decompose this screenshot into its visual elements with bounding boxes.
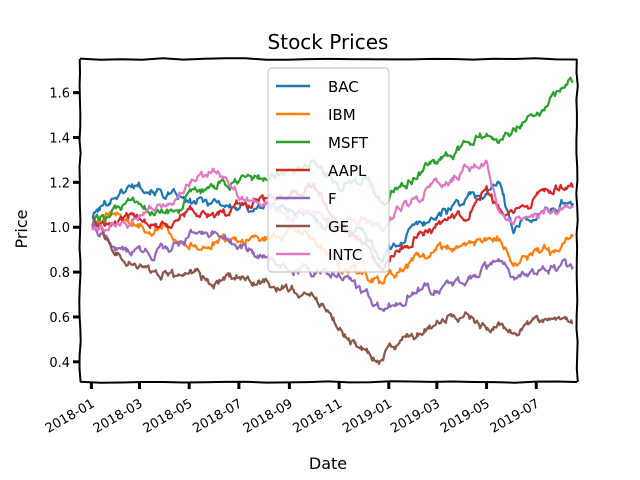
chart-title: Stock Prices [268, 30, 389, 54]
y-tick-label: 1.4 [49, 132, 70, 147]
y-tick-label: 0.4 [49, 356, 70, 371]
legend-entry: AAPL [328, 162, 367, 180]
y-tick-label: 1.0 [49, 221, 70, 236]
x-axis-ticks: 2018-012018-032018-052018-072018-092018-… [43, 382, 542, 437]
y-axis-label: Price [12, 209, 31, 248]
x-tick-label: 2018-09 [241, 396, 296, 436]
x-tick-label: 2018-11 [291, 396, 346, 436]
series-line-ge [91, 216, 574, 366]
y-tick-label: 0.6 [49, 311, 70, 326]
y-axis-ticks: 0.4 0.6 0.8 1.0 1.2 1.4 1.6 [49, 87, 80, 371]
x-tick-label: 2019-03 [388, 396, 443, 436]
x-tick-label: 2019-05 [438, 396, 493, 436]
legend-entry: INTC [328, 246, 362, 264]
x-tick-label: 2018-03 [91, 396, 146, 436]
x-tick-label: 2018-07 [190, 396, 245, 436]
x-tick-label: 2018-05 [141, 396, 196, 436]
legend-entry: MSFT [328, 134, 369, 152]
legend-entry: IBM [328, 106, 356, 124]
y-tick-label: 1.6 [49, 87, 70, 102]
axes-frame [78, 57, 579, 384]
x-axis-label: Date [309, 454, 347, 473]
legend-frame [267, 67, 390, 273]
legend-entry: GE [328, 218, 349, 236]
y-tick-label: 0.8 [49, 266, 70, 281]
x-tick-label: 2019-07 [488, 396, 543, 436]
legend: BAC IBM MSFT AAPL F GE INTC [267, 67, 390, 273]
y-tick-label: 1.2 [49, 176, 70, 191]
x-tick-label: 2019-01 [340, 396, 395, 436]
x-tick-label: 2018-01 [43, 396, 98, 436]
legend-entry: F [328, 190, 337, 208]
legend-entry: BAC [328, 78, 359, 96]
